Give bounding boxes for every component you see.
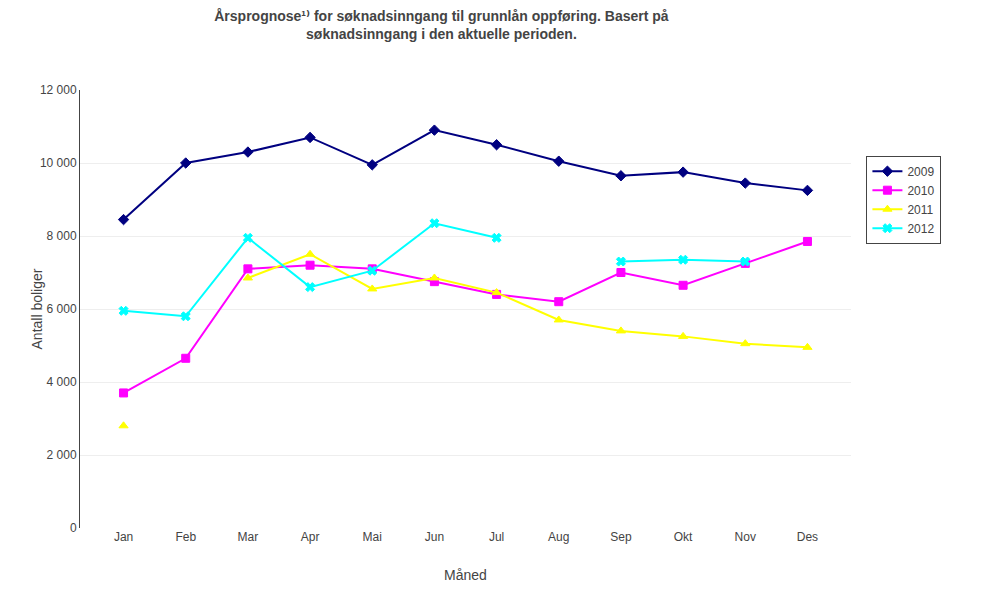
svg-text:2010: 2010 [907,184,934,198]
svg-text:2 000: 2 000 [47,448,77,462]
svg-text:Årsprognose¹⁾ for søknadsinnga: Årsprognose¹⁾ for søknadsinngang til gru… [214,8,669,42]
svg-text:10 000: 10 000 [40,156,77,170]
svg-text:Sep: Sep [610,530,632,544]
svg-text:Mai: Mai [363,530,382,544]
svg-text:2011: 2011 [907,203,933,217]
svg-text:Apr: Apr [301,530,320,544]
svg-text:Mar: Mar [238,530,259,544]
svg-text:2012: 2012 [907,222,934,236]
svg-text:Jul: Jul [489,530,504,544]
svg-text:2009: 2009 [907,165,934,179]
svg-text:Okt: Okt [674,530,693,544]
svg-text:Aug: Aug [548,530,569,544]
svg-text:Jun: Jun [425,530,444,544]
svg-text:0: 0 [70,521,77,535]
svg-text:8 000: 8 000 [47,229,77,243]
svg-text:Nov: Nov [735,530,756,544]
svg-text:4 000: 4 000 [47,375,77,389]
svg-text:Jan: Jan [114,530,133,544]
svg-text:12 000: 12 000 [40,83,77,97]
svg-text:6 000: 6 000 [47,302,77,316]
svg-text:Antall boliger: Antall boliger [29,268,45,349]
svg-text:Des: Des [797,530,818,544]
svg-text:Feb: Feb [175,530,196,544]
svg-text:Måned: Måned [444,567,487,583]
